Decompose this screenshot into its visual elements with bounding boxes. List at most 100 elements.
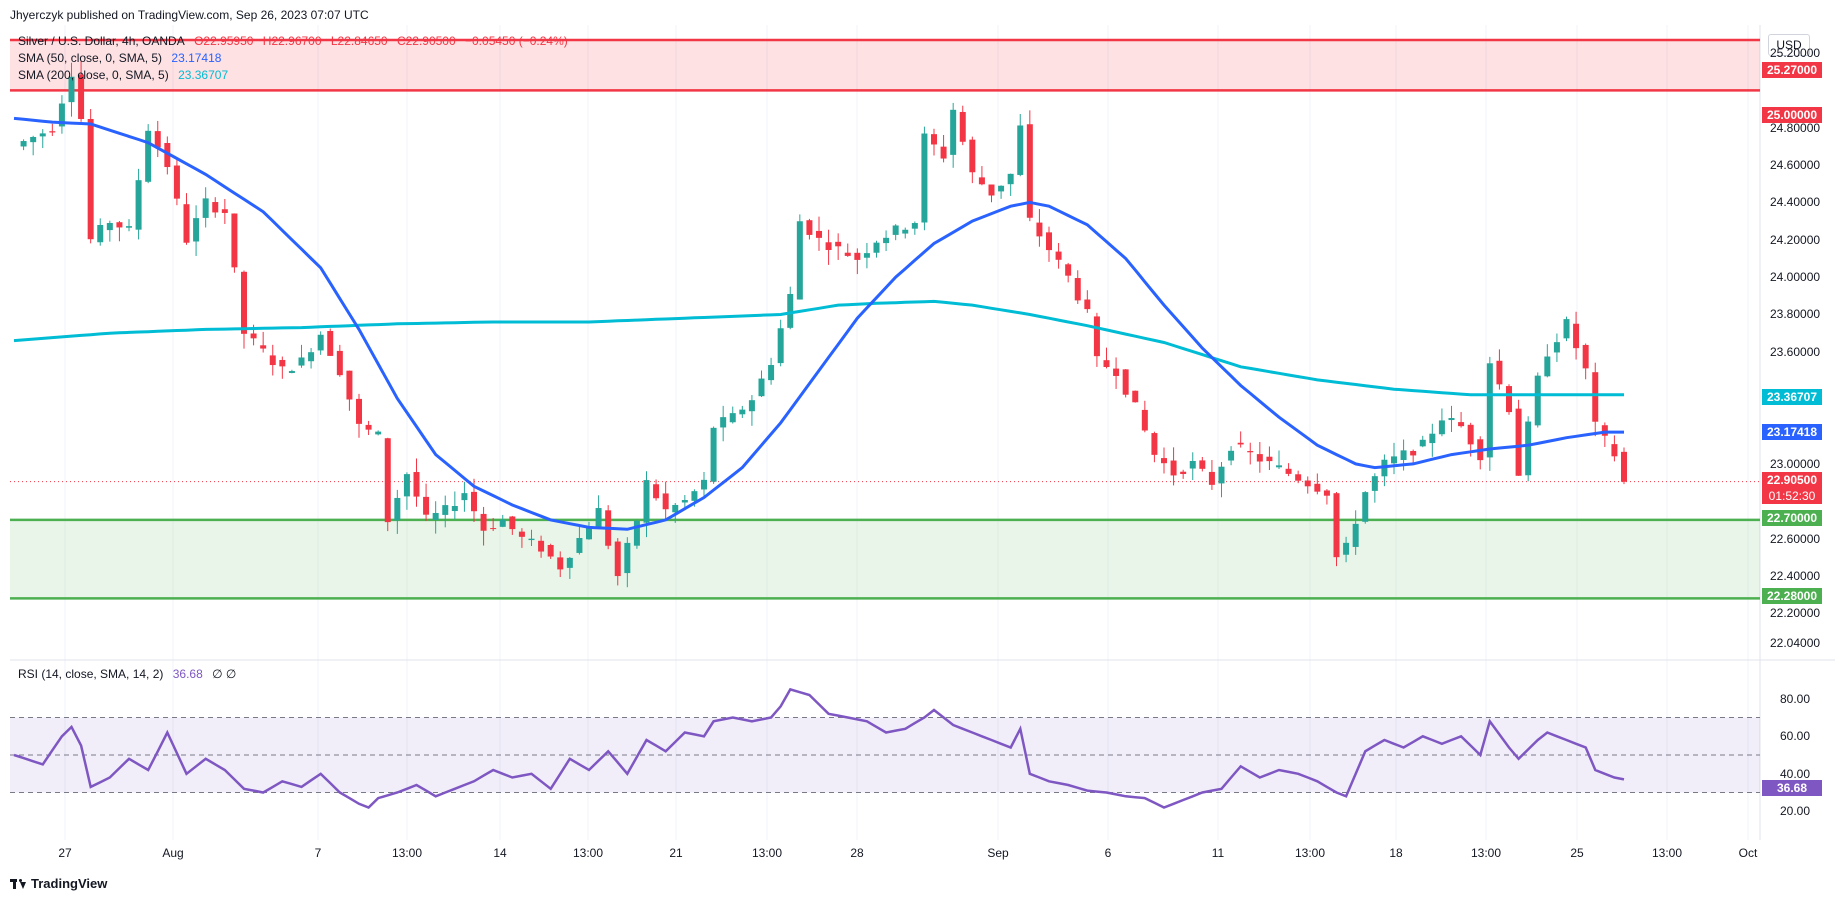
candle-body	[78, 74, 85, 120]
candle-body	[1621, 451, 1627, 482]
candle-body	[528, 538, 535, 541]
candle-body	[298, 357, 305, 366]
candle-body	[1592, 372, 1599, 422]
candle-body	[106, 223, 113, 231]
time-tick-label: 7	[314, 846, 322, 860]
candle-body	[241, 271, 247, 334]
rsi-tick-label: 80.00	[1780, 691, 1811, 706]
candle-body	[1237, 442, 1244, 445]
candle-body	[432, 512, 439, 520]
time-tick-label: 13:00	[1470, 846, 1502, 860]
price-tick-label: 22.04000	[1770, 636, 1821, 651]
rsi-extra: ∅ ∅	[212, 667, 237, 681]
time-tick-label: 13:00	[751, 846, 783, 860]
change-value: −0.05450 (−0.24%)	[465, 34, 568, 48]
candle-body	[1026, 124, 1033, 218]
price-tick-label: 25.20000	[1770, 46, 1821, 60]
candle-body	[97, 224, 104, 243]
rsi-legend[interactable]: RSI (14, close, SMA, 14, 2) 36.68 ∅ ∅	[18, 667, 242, 681]
candle-body	[1419, 439, 1426, 447]
candle-body	[816, 230, 822, 238]
candle-body	[1295, 474, 1302, 481]
last-price-tag: 22.90500	[1762, 472, 1822, 488]
price-tick-label: 24.00000	[1770, 270, 1821, 285]
candle-body	[595, 508, 602, 528]
price-tick-label: 22.40000	[1770, 568, 1821, 583]
candle-body	[576, 538, 583, 553]
candle-body	[1103, 360, 1110, 368]
price-pane	[10, 25, 1760, 660]
candle-body	[58, 103, 65, 127]
candle-body	[145, 130, 152, 182]
candle-body	[1544, 356, 1551, 377]
candle-body	[873, 242, 880, 253]
sma50-tag: 23.17418	[1762, 424, 1822, 440]
sma200-line	[13, 299, 1624, 397]
resistance-zone	[10, 39, 1760, 91]
candle-body	[1046, 232, 1052, 251]
close-value: C22.90500	[396, 34, 456, 48]
candle-body	[863, 253, 870, 258]
candle-body	[480, 513, 487, 531]
candle-body	[1007, 173, 1014, 185]
time-tick-label: 6	[1104, 846, 1112, 860]
sma200-legend[interactable]: SMA (200, close, 0, SMA, 5) 23.36707	[18, 68, 234, 82]
candle-body	[461, 493, 468, 501]
candle-body	[116, 222, 123, 228]
candle-body	[1611, 444, 1618, 457]
candle-body	[1199, 460, 1206, 469]
candle-body	[1151, 433, 1158, 455]
candle-body	[1055, 251, 1062, 260]
candle-body	[1132, 390, 1139, 403]
time-tick-label: 13:00	[391, 846, 423, 860]
publisher-line: Jhyerczyk published on TradingView.com, …	[10, 8, 369, 22]
high-value: H22.96700	[262, 34, 322, 48]
time-tick-label: 18	[1389, 846, 1403, 860]
candle-body	[1036, 222, 1043, 237]
candle-body	[566, 557, 573, 568]
candle-body	[509, 516, 516, 530]
candle-body	[806, 220, 813, 235]
rsi-tick-label: 20.00	[1780, 804, 1811, 819]
candle-body	[164, 142, 171, 168]
candle-body	[1410, 450, 1417, 456]
candle-body	[231, 213, 238, 268]
candle-body	[1093, 316, 1100, 357]
candle-body	[317, 334, 324, 351]
candle-body	[586, 527, 592, 540]
time-tick-label: 21	[669, 846, 683, 860]
candle-body	[1352, 523, 1359, 547]
candle-body	[902, 229, 909, 234]
sma200-tag: 23.36707	[1762, 389, 1822, 405]
candle-body	[777, 328, 784, 364]
candle-body	[662, 493, 669, 510]
candle-body	[356, 398, 362, 424]
time-tick-label: 14	[493, 846, 507, 860]
candle-body	[825, 242, 832, 251]
currency-button[interactable]: USD	[1768, 34, 1810, 56]
candle-body	[1486, 363, 1493, 458]
resistance-bottom-tag: 25.00000	[1762, 107, 1822, 123]
candle-body	[1084, 299, 1091, 310]
candle-body	[1601, 425, 1608, 436]
time-tick-label: 13:00	[1294, 846, 1326, 860]
tradingview-logo[interactable]: TradingView	[10, 876, 107, 891]
candle-body	[471, 491, 477, 512]
candle-body	[30, 136, 37, 143]
candle-body	[538, 540, 545, 552]
candle-body	[739, 409, 746, 415]
candle-body	[365, 424, 372, 430]
candle-body	[1534, 375, 1541, 426]
candle-body	[221, 209, 228, 213]
candle-body	[1582, 344, 1589, 369]
candle-body	[212, 202, 219, 213]
candle-body	[998, 185, 1005, 192]
candle-body	[423, 496, 430, 515]
rsi-label: RSI (14, close, SMA, 14, 2)	[18, 667, 164, 681]
candle-body	[1314, 483, 1321, 492]
sma50-legend[interactable]: SMA (50, close, 0, SMA, 5) 23.17418	[18, 51, 227, 65]
candle-body	[1266, 456, 1273, 462]
sma50-label: SMA (50, close, 0, SMA, 5)	[18, 51, 163, 65]
candle-body	[1208, 471, 1215, 485]
